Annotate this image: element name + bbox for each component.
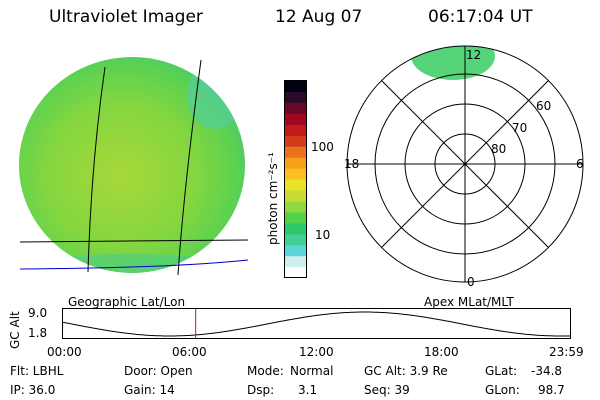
dsp-label: Dsp:	[247, 383, 275, 397]
colorbar-tick-100: 100	[311, 140, 334, 154]
colorbar-swatch	[285, 266, 306, 279]
alt-xtick-4: 23:59	[549, 345, 584, 359]
uv-image-panel	[19, 57, 249, 276]
filter-info: Flt: LBHL	[10, 364, 64, 378]
colorbar-swatch	[285, 168, 306, 180]
mlat-label-60: 60	[536, 99, 551, 113]
polar-plot: 12 6 0 18 60 70 80	[344, 45, 584, 289]
door-info: Door: Open	[124, 364, 193, 378]
mlt-label-6: 6	[576, 157, 584, 171]
glat-value: -34.8	[531, 364, 563, 378]
mode-label: Mode:	[247, 364, 284, 378]
alt-xtick-2: 12:00	[299, 345, 334, 359]
glon-label: GLon:	[485, 383, 520, 397]
colorbar-swatch	[285, 135, 306, 147]
colorbar-swatch	[285, 233, 306, 246]
dsp-value: 3.1	[298, 383, 318, 397]
earth-disc	[19, 57, 245, 273]
colorbar-swatch	[285, 146, 306, 158]
polar-panel-label: Apex MLat/MLT	[424, 295, 514, 309]
alt-ytick-1: 1.8	[28, 326, 48, 340]
colorbar-swatch	[285, 80, 306, 93]
mlt-label-0: 0	[467, 275, 475, 289]
mlt-label-12: 12	[466, 48, 481, 62]
ip-info: IP: 36.0	[10, 383, 56, 397]
alt-plot	[62, 308, 571, 339]
alt-plot-ylabel: GC Alt	[8, 311, 22, 349]
colorbar-swatch	[285, 222, 306, 235]
date-label: 12 Aug 07	[275, 7, 363, 27]
alt-xtick-3: 18:00	[424, 345, 459, 359]
image-panel-label: Geographic Lat/Lon	[68, 295, 186, 309]
colorbar-swatch	[285, 113, 306, 125]
glon-value: 98.7	[538, 383, 565, 397]
grid-lines	[19, 59, 249, 276]
mlat-label-80: 80	[491, 142, 506, 156]
polar-grid	[346, 45, 584, 283]
altitude-curve	[62, 311, 570, 337]
gc-alt-info: GC Alt: 3.9 Re	[364, 364, 448, 378]
colorbar-swatch	[285, 211, 306, 224]
mode-value: Normal	[290, 364, 334, 378]
colorbar-swatch	[285, 189, 306, 202]
mlt-label-18: 18	[344, 157, 359, 171]
alt-ytick-9: 9.0	[28, 306, 48, 320]
colorbar-swatch	[285, 157, 306, 169]
alt-plot-frame	[62, 308, 571, 339]
colorbar-swatch	[285, 255, 306, 268]
glat-label: GLat:	[485, 364, 518, 378]
gain-info: Gain: 14	[124, 383, 175, 397]
auroral-emission-patch	[411, 46, 495, 80]
time-label: 06:17:04 UT	[428, 7, 533, 27]
color-bar	[284, 80, 307, 279]
colorbar-swatch	[285, 200, 306, 213]
mlat-label-70: 70	[512, 121, 527, 135]
colorbar-swatch	[285, 91, 306, 103]
alt-xtick-1: 06:00	[172, 345, 207, 359]
colorbar-swatch	[285, 179, 306, 191]
colorbar-unit-label: photon cm⁻²s⁻¹	[266, 152, 280, 245]
colorbar-swatch	[285, 102, 306, 114]
colorbar-tick-10: 10	[315, 228, 331, 242]
seq-info: Seq: 39	[364, 383, 410, 397]
colorbar-swatch	[285, 124, 306, 136]
instrument-title: Ultraviolet Imager	[49, 7, 203, 27]
alt-xtick-0: 00:00	[47, 345, 82, 359]
colorbar-swatch	[285, 244, 306, 257]
